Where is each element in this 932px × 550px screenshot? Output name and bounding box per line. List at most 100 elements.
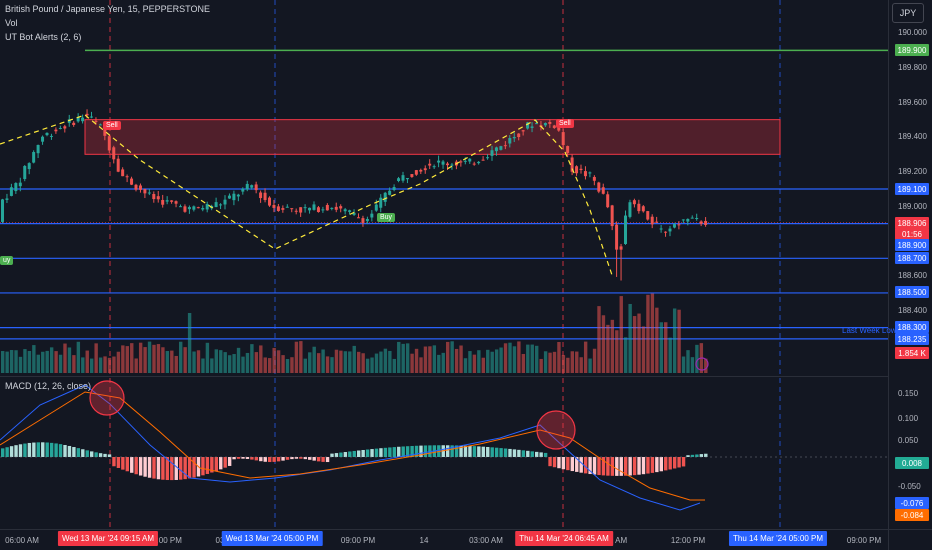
candle-body <box>103 129 107 136</box>
volume-bar <box>81 357 85 373</box>
volume-bar <box>632 316 637 373</box>
macd-histogram-bar <box>695 454 699 457</box>
macd-histogram-bar <box>579 457 583 473</box>
ut-bot-indicator-label[interactable]: UT Bot Alerts (2, 6) <box>5 32 82 42</box>
volume-bar <box>187 313 192 373</box>
volume-bar <box>397 341 401 373</box>
macd-histogram-bar <box>361 449 365 457</box>
volume-bar <box>450 341 454 373</box>
candle-body <box>107 136 111 151</box>
volume-bar <box>321 349 325 373</box>
candle-body <box>245 183 249 190</box>
macd-histogram-bar <box>147 457 152 478</box>
candle-body <box>486 157 490 159</box>
volume-bar <box>459 345 463 373</box>
volume-bar <box>143 347 147 373</box>
macd-histogram-bar <box>254 457 259 461</box>
candle-body <box>63 126 67 129</box>
volume-bar <box>196 350 201 373</box>
candle-body <box>686 218 690 222</box>
candle-body <box>690 217 694 219</box>
macd-histogram-bar <box>512 449 517 457</box>
volume-bar <box>357 351 361 373</box>
volume-bar <box>125 346 129 373</box>
candle-body <box>557 125 561 131</box>
currency-button[interactable]: JPY <box>892 3 924 23</box>
volume-bar <box>294 341 299 373</box>
price-axis-tick: 189.000 <box>898 202 927 211</box>
volume-bar <box>192 351 196 373</box>
macd-histogram-bar <box>165 457 170 481</box>
volume-bar <box>388 350 392 373</box>
volume-bar <box>463 358 468 373</box>
vol-indicator-label[interactable]: Vol <box>5 18 18 28</box>
volume-bar <box>379 351 383 373</box>
candle-body <box>575 166 579 174</box>
macd-histogram-bar <box>686 455 690 457</box>
candle-body <box>566 146 570 153</box>
macd-histogram-bar <box>446 445 450 457</box>
macd-axis-tick: 0.150 <box>898 389 919 398</box>
macd-histogram-bar <box>245 457 250 459</box>
macd-histogram-bar <box>494 447 499 457</box>
symbol-title[interactable]: British Pound / Japanese Yen, 15, PEPPER… <box>5 4 210 14</box>
volume-bar <box>552 351 557 373</box>
volume-bar <box>156 344 161 373</box>
macd-histogram-bar <box>410 445 414 457</box>
price-axis-tag: 188.906 <box>895 217 929 229</box>
macd-histogram-bar <box>316 457 321 462</box>
volume-bar <box>521 353 526 373</box>
volume-bar <box>76 341 81 373</box>
macd-histogram-bar <box>624 457 628 476</box>
candle-body <box>695 217 699 219</box>
candle-body <box>481 159 485 161</box>
volume-bar <box>241 356 245 373</box>
volume-bar <box>152 344 156 373</box>
macd-histogram-bar <box>236 457 241 459</box>
volume-bar <box>539 358 543 373</box>
sell-signal-label: Sell <box>556 119 574 128</box>
volume-bar <box>254 352 259 373</box>
macd-histogram-bar <box>535 451 539 457</box>
candle-body <box>125 176 129 178</box>
macd-line <box>0 384 701 511</box>
volume-bar <box>441 352 445 373</box>
volume-bar <box>659 322 663 373</box>
volume-bar <box>535 345 539 373</box>
macd-histogram-bar <box>9 446 14 457</box>
volume-bar <box>401 343 405 373</box>
candle-body <box>477 161 481 164</box>
macd-histogram-bar <box>67 445 72 457</box>
volume-bar <box>130 343 134 373</box>
volume-bar <box>423 346 428 373</box>
candle-body <box>383 192 387 202</box>
candle-body <box>588 172 592 174</box>
candle-body <box>281 208 285 210</box>
candle-body <box>308 207 312 211</box>
volume-bar <box>677 309 681 373</box>
macd-indicator-label[interactable]: MACD (12, 26, close) <box>5 381 92 391</box>
volume-bar <box>481 357 485 373</box>
candle-body <box>192 206 196 210</box>
candle-body <box>499 146 503 150</box>
macd-histogram-bar <box>45 442 49 457</box>
candle-body <box>437 160 441 163</box>
volume-bar <box>49 347 54 373</box>
volume-bar <box>312 346 316 373</box>
volume-bar <box>494 349 499 373</box>
macd-histogram-bar <box>138 457 143 476</box>
volume-bar <box>245 352 250 373</box>
price-axis-tag: 188.900 <box>895 239 929 251</box>
volume-bar <box>619 296 623 373</box>
volume-bar <box>610 319 615 373</box>
macd-histogram-bar <box>281 457 285 461</box>
candle-body <box>615 224 619 250</box>
volume-bar <box>690 357 695 373</box>
sell-signal-label: Sell <box>103 121 121 130</box>
volume-bar <box>14 350 18 373</box>
candle-body <box>36 144 40 154</box>
volume-bar <box>517 341 521 373</box>
volume-bar <box>170 350 174 373</box>
time-axis-tick: 09:00 PM <box>340 536 376 545</box>
